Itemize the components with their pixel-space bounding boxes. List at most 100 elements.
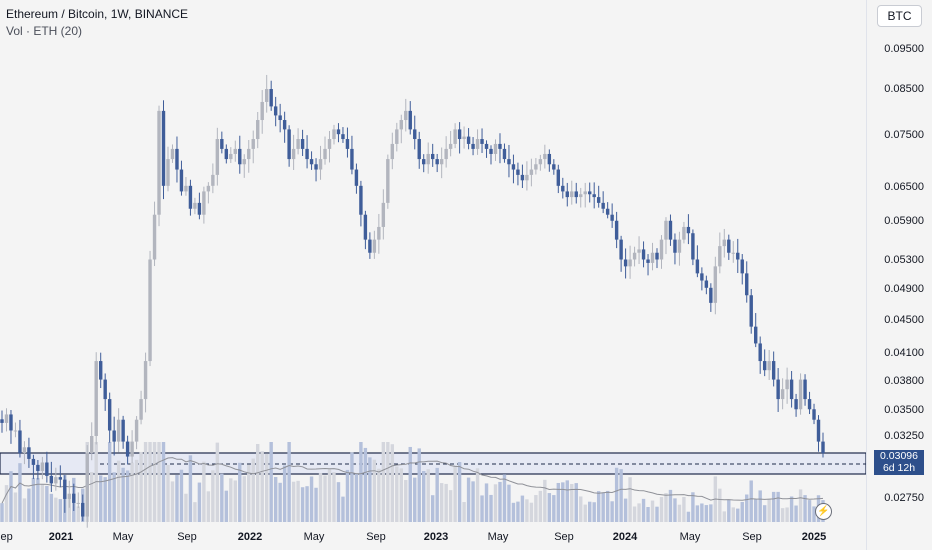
candle-body bbox=[76, 502, 80, 504]
volume-bar bbox=[727, 499, 731, 522]
volume-bar bbox=[399, 468, 403, 522]
price-tick: 0.08500 bbox=[884, 83, 924, 95]
volume-bar bbox=[439, 483, 444, 522]
price-tick: 0.07500 bbox=[884, 129, 924, 141]
candle-body bbox=[264, 89, 269, 102]
volume-bar bbox=[695, 505, 700, 522]
candle-body bbox=[803, 379, 807, 400]
candle-body bbox=[152, 214, 157, 260]
volume-bar bbox=[90, 472, 94, 522]
candle-body bbox=[686, 226, 691, 234]
volume-bar bbox=[157, 442, 161, 522]
volume-bar bbox=[390, 444, 395, 522]
candle-body bbox=[134, 419, 139, 442]
candle-body bbox=[130, 441, 134, 457]
volume-bar bbox=[614, 467, 619, 522]
time-tick: Sep bbox=[554, 531, 574, 543]
volume-bar bbox=[444, 483, 448, 522]
candle-body bbox=[700, 273, 704, 281]
candle-body bbox=[570, 191, 574, 198]
candle-body bbox=[103, 379, 107, 400]
candle-body bbox=[98, 361, 103, 380]
volume-bar bbox=[386, 442, 390, 522]
volume-bar bbox=[36, 478, 40, 522]
volume-bar bbox=[691, 492, 695, 522]
symbol-currency-button[interactable]: BTC bbox=[877, 5, 922, 27]
volume-bar bbox=[520, 495, 525, 522]
volume-bar bbox=[309, 476, 314, 522]
candle-body bbox=[426, 153, 430, 165]
time-tick: 2024 bbox=[612, 531, 638, 543]
candle-body bbox=[610, 214, 614, 221]
price-tick: 0.05300 bbox=[884, 254, 924, 266]
volume-bar bbox=[493, 484, 498, 522]
volume-bar bbox=[112, 472, 116, 522]
volume-bar bbox=[251, 458, 255, 522]
candle-body bbox=[601, 202, 605, 209]
candle-body bbox=[300, 139, 305, 149]
candle-body bbox=[812, 409, 816, 420]
time-tick: May bbox=[487, 531, 509, 543]
candle-body bbox=[614, 220, 619, 240]
candle-body bbox=[677, 239, 682, 253]
volume-bar bbox=[18, 463, 22, 522]
candle-body bbox=[789, 379, 794, 400]
lightning-icon[interactable]: ⚡ bbox=[815, 503, 832, 520]
candle-body bbox=[785, 379, 789, 390]
volume-bar bbox=[561, 482, 565, 522]
candle-body bbox=[220, 139, 224, 149]
candle-body bbox=[336, 129, 341, 135]
candle-body bbox=[736, 252, 740, 260]
candle-body bbox=[758, 343, 762, 362]
chart-title: Ethereum / Bitcoin, 1W, BINANCE bbox=[6, 7, 189, 21]
volume-bar bbox=[175, 475, 179, 522]
candle-body bbox=[475, 139, 480, 149]
chart-legend: Ethereum / Bitcoin, 1W, BINANCE Vol · ET… bbox=[6, 6, 188, 40]
volume-bar bbox=[291, 481, 296, 522]
volume-bar bbox=[480, 495, 484, 522]
candles bbox=[0, 74, 825, 528]
time-tick: Sep bbox=[177, 531, 197, 543]
candle-body bbox=[592, 194, 596, 198]
candle-body bbox=[794, 399, 798, 410]
volume-bar bbox=[686, 511, 691, 522]
volume-bar bbox=[596, 491, 601, 522]
volume-bar bbox=[341, 496, 345, 522]
volume-bar bbox=[475, 468, 480, 522]
candle-body bbox=[664, 220, 668, 240]
volume-bar bbox=[413, 477, 417, 522]
candle-body bbox=[462, 136, 466, 140]
price-tick: 0.09500 bbox=[884, 43, 924, 55]
volume-bar bbox=[327, 468, 332, 522]
candle-body bbox=[718, 246, 722, 267]
volume-bar bbox=[426, 469, 430, 522]
volume-bar bbox=[98, 475, 103, 522]
volume-bar bbox=[130, 462, 134, 522]
candle-body bbox=[40, 462, 45, 471]
candle-body bbox=[704, 280, 709, 288]
time-tick: Sep bbox=[0, 531, 13, 543]
candle-body bbox=[211, 174, 215, 186]
candle-body bbox=[435, 159, 439, 165]
price-tick: 0.03800 bbox=[884, 375, 924, 387]
candle-body bbox=[215, 139, 220, 175]
volume-bar bbox=[646, 507, 650, 522]
candle-body bbox=[116, 419, 121, 442]
candle-body bbox=[193, 202, 197, 209]
candle-body bbox=[242, 159, 246, 165]
volume-bar bbox=[143, 442, 148, 522]
volume-bar bbox=[49, 493, 54, 522]
candle-body bbox=[0, 419, 4, 423]
volume-bar bbox=[448, 490, 453, 522]
volume-bar bbox=[749, 480, 753, 522]
price-chart[interactable] bbox=[0, 0, 866, 550]
time-tick: 2021 bbox=[48, 531, 74, 543]
candle-body bbox=[632, 252, 637, 260]
volume-bar bbox=[220, 473, 224, 522]
volume-bar bbox=[610, 501, 614, 522]
volume-bar bbox=[121, 467, 125, 522]
candle-body bbox=[444, 148, 448, 160]
candle-body bbox=[224, 148, 229, 160]
candle-body bbox=[305, 148, 309, 160]
